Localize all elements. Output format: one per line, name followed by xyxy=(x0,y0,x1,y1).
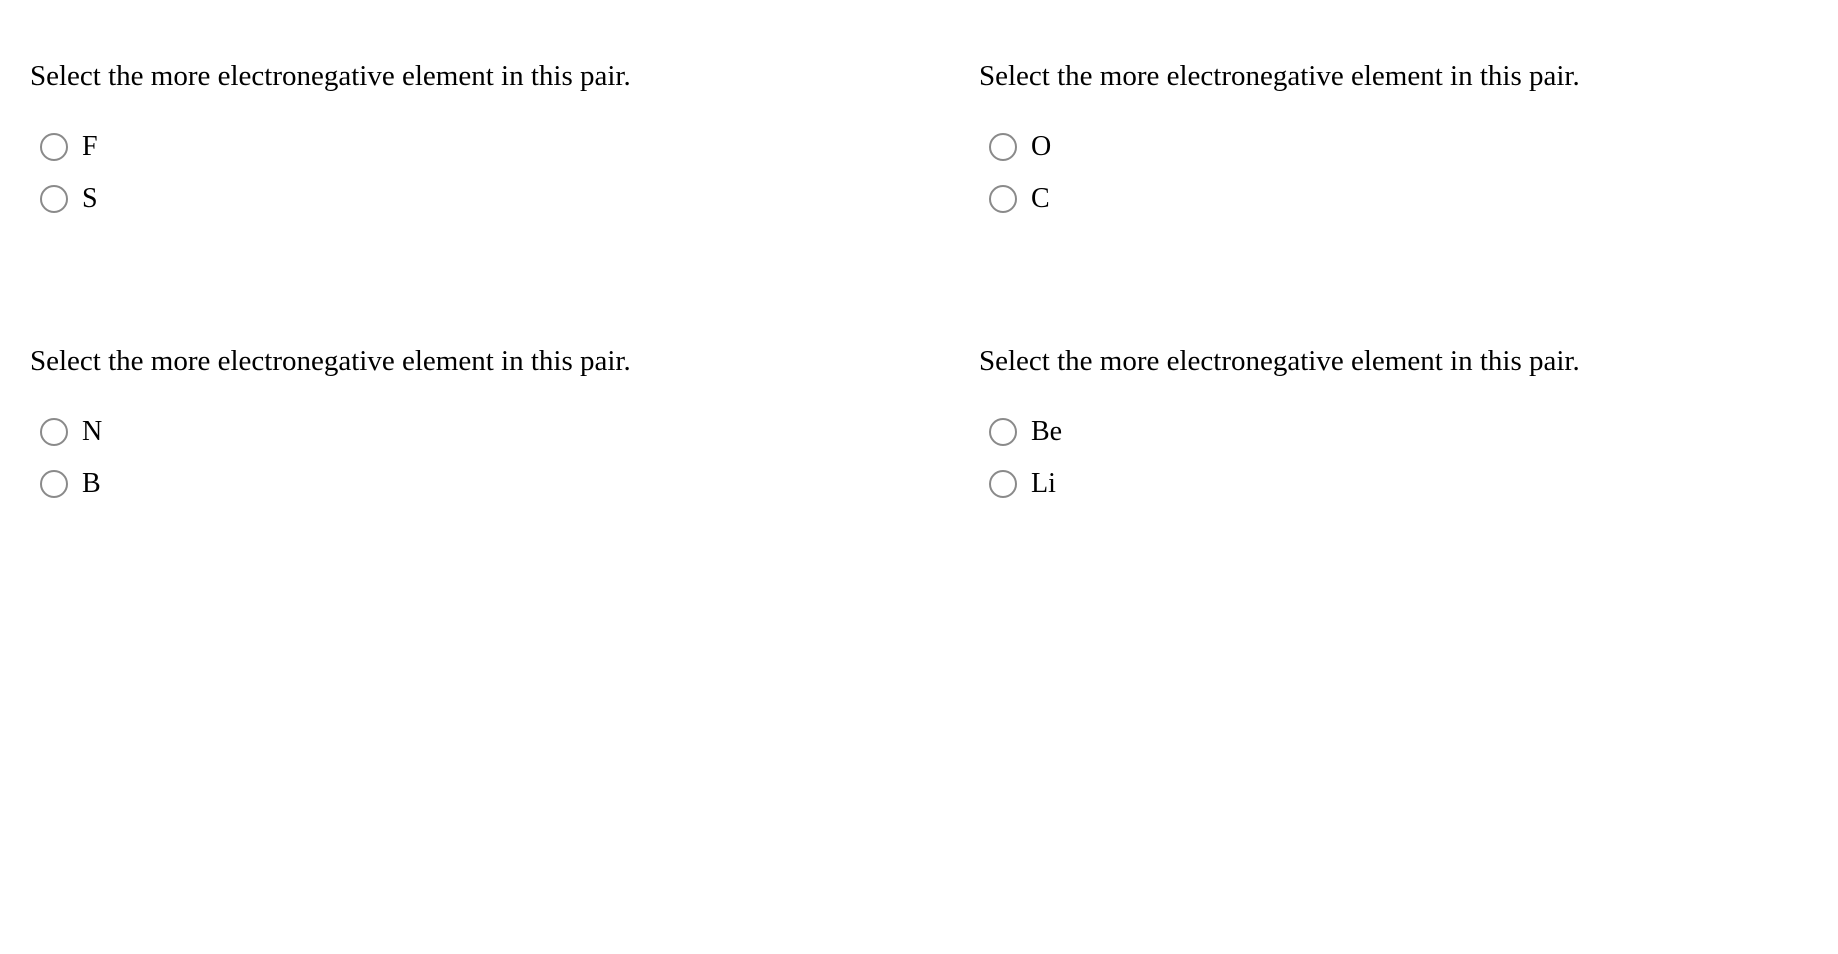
questions-grid: Select the more electronegative element … xyxy=(30,60,1808,500)
option-1[interactable]: O xyxy=(989,131,1808,163)
options-group: Be Li xyxy=(979,416,1808,500)
option-1[interactable]: F xyxy=(40,131,859,163)
question-2: Select the more electronegative element … xyxy=(979,60,1808,215)
question-4: Select the more electronegative element … xyxy=(979,345,1808,500)
option-label: N xyxy=(82,416,102,448)
option-label: C xyxy=(1031,183,1050,215)
option-label: S xyxy=(82,183,98,215)
options-group: N B xyxy=(30,416,859,500)
option-label: F xyxy=(82,131,98,163)
question-prompt: Select the more electronegative element … xyxy=(30,345,859,378)
radio-icon[interactable] xyxy=(989,185,1017,213)
option-1[interactable]: N xyxy=(40,416,859,448)
radio-icon[interactable] xyxy=(989,470,1017,498)
radio-icon[interactable] xyxy=(40,185,68,213)
radio-icon[interactable] xyxy=(40,133,68,161)
option-label: B xyxy=(82,468,101,500)
question-prompt: Select the more electronegative element … xyxy=(979,60,1808,93)
radio-icon[interactable] xyxy=(40,470,68,498)
options-group: F S xyxy=(30,131,859,215)
option-2[interactable]: C xyxy=(989,183,1808,215)
radio-icon[interactable] xyxy=(989,133,1017,161)
option-label: O xyxy=(1031,131,1051,163)
question-prompt: Select the more electronegative element … xyxy=(979,345,1808,378)
radio-icon[interactable] xyxy=(989,418,1017,446)
option-2[interactable]: B xyxy=(40,468,859,500)
option-2[interactable]: Li xyxy=(989,468,1808,500)
question-prompt: Select the more electronegative element … xyxy=(30,60,859,93)
options-group: O C xyxy=(979,131,1808,215)
option-label: Be xyxy=(1031,416,1062,448)
radio-icon[interactable] xyxy=(40,418,68,446)
question-1: Select the more electronegative element … xyxy=(30,60,859,215)
option-label: Li xyxy=(1031,468,1056,500)
option-1[interactable]: Be xyxy=(989,416,1808,448)
option-2[interactable]: S xyxy=(40,183,859,215)
question-3: Select the more electronegative element … xyxy=(30,345,859,500)
